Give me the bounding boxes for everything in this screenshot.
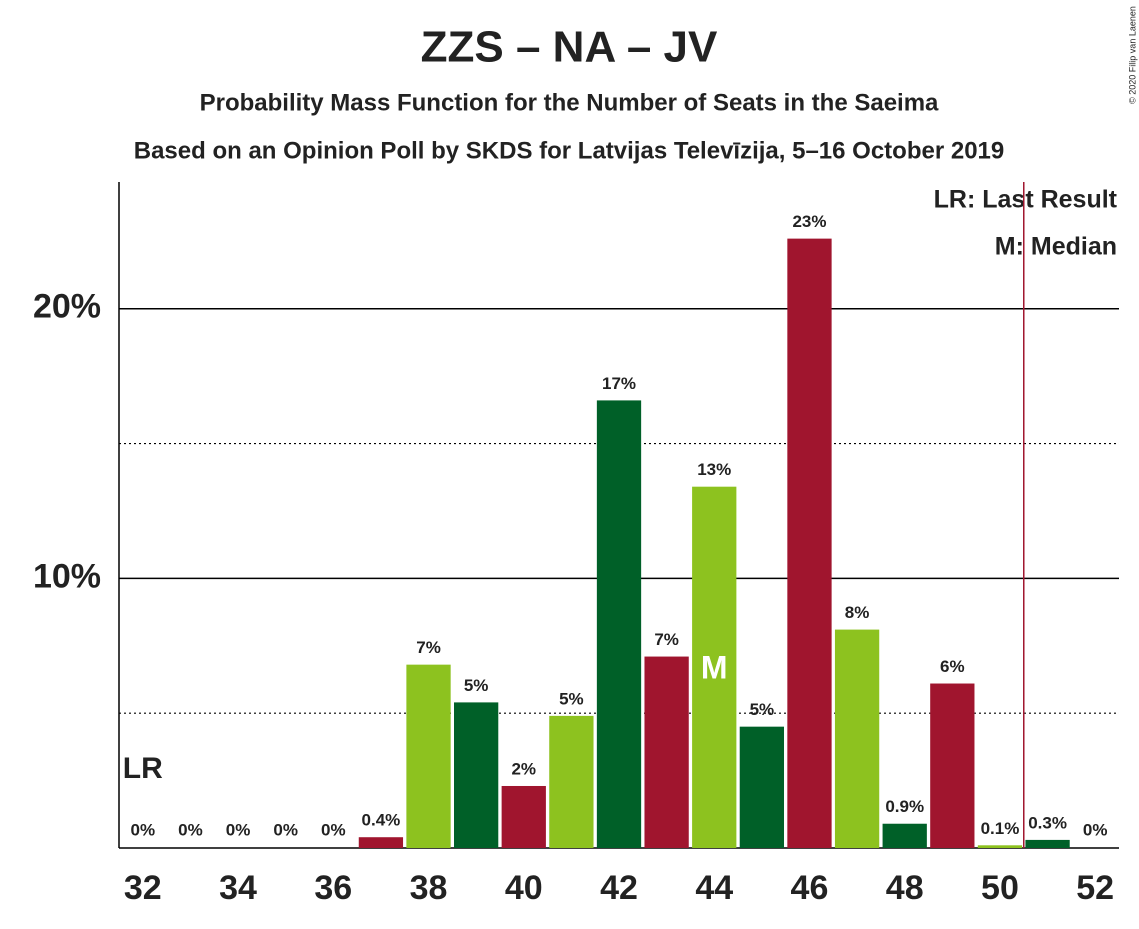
value-label: 5% <box>750 700 775 719</box>
legend-entry: LR: Last Result <box>934 186 1118 214</box>
value-label: 7% <box>416 638 441 657</box>
value-label: 0% <box>321 820 346 839</box>
chart-subtitle: Based on an Opinion Poll by SKDS for Lat… <box>134 137 1005 164</box>
median-marker: M <box>701 649 728 685</box>
value-label: 0% <box>178 820 203 839</box>
value-label: 13% <box>697 460 731 479</box>
value-label: 0.3% <box>1028 813 1067 832</box>
x-tick-label: 44 <box>695 869 733 907</box>
bar <box>406 664 451 848</box>
chart-title: ZZS – NA – JV <box>421 23 718 72</box>
bar <box>549 715 594 848</box>
value-label: 2% <box>511 759 536 778</box>
value-label: 5% <box>559 689 584 708</box>
copyright: © 2020 Filip van Laenen <box>1127 6 1137 104</box>
value-label: 0.9% <box>885 797 924 816</box>
value-label: 17% <box>602 374 636 393</box>
x-tick-label: 52 <box>1076 869 1114 907</box>
value-label: 8% <box>845 603 870 622</box>
bar <box>739 726 784 848</box>
value-label: 5% <box>464 676 489 695</box>
x-tick-label: 48 <box>886 869 924 907</box>
value-label: 0.4% <box>362 811 401 830</box>
y-tick-label: 10% <box>33 557 101 595</box>
bar <box>692 486 737 848</box>
x-tick-label: 32 <box>124 869 162 907</box>
value-label: 0% <box>273 820 298 839</box>
bar <box>501 785 546 848</box>
bar <box>834 629 880 848</box>
value-label: 23% <box>792 212 826 231</box>
value-label: 0% <box>226 820 251 839</box>
bar <box>644 656 689 848</box>
bar <box>787 238 832 848</box>
bar <box>454 702 499 848</box>
x-tick-label: 46 <box>791 869 829 907</box>
x-tick-label: 42 <box>600 869 638 907</box>
bar <box>1025 839 1070 848</box>
value-label: 0% <box>131 820 156 839</box>
value-label: 0.1% <box>981 819 1020 838</box>
x-tick-label: 40 <box>505 869 543 907</box>
value-label: 0% <box>1083 820 1108 839</box>
x-tick-label: 36 <box>314 869 352 907</box>
x-tick-label: 50 <box>981 869 1019 907</box>
bar <box>930 683 975 848</box>
last-result-marker: LR <box>123 752 163 785</box>
value-label: 6% <box>940 657 965 676</box>
x-tick-label: 38 <box>410 869 448 907</box>
y-tick-label: 20% <box>33 288 101 326</box>
legend-entry: M: Median <box>995 233 1117 261</box>
bar <box>358 837 404 848</box>
bar <box>977 845 1023 848</box>
bar <box>596 400 642 848</box>
bar <box>882 823 927 848</box>
x-tick-label: 34 <box>219 869 257 907</box>
chart-subtitle: Probability Mass Function for the Number… <box>200 89 939 116</box>
value-label: 7% <box>654 630 679 649</box>
